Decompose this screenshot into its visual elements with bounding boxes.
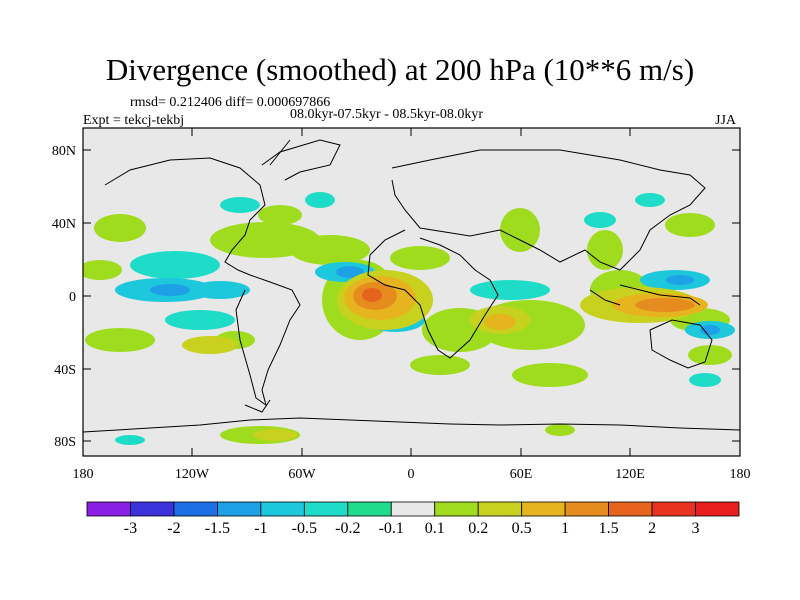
lon-tick-label: 180 bbox=[73, 467, 94, 482]
colorbar-label: -1 bbox=[254, 520, 268, 537]
lat-tick-label: 80S bbox=[54, 435, 76, 450]
colorbar-swatch bbox=[608, 501, 653, 517]
colorbar-label: 0.1 bbox=[424, 520, 445, 537]
coastlines bbox=[83, 139, 740, 433]
colorbar-swatch bbox=[477, 501, 523, 517]
colorbar-label: 0.5 bbox=[511, 520, 532, 537]
colorbar-label: -2 bbox=[167, 520, 181, 537]
colorbar-swatch bbox=[216, 501, 262, 517]
colorbar-label: 3 bbox=[691, 520, 700, 537]
colorbar-swatch bbox=[303, 501, 349, 517]
lon-tick-label: 60E bbox=[510, 467, 533, 482]
lat-tick-label: 80N bbox=[52, 144, 76, 159]
colorbar-swatch bbox=[86, 501, 131, 517]
colorbar-swatch bbox=[651, 501, 696, 517]
contour-fields bbox=[83, 192, 735, 445]
colorbar-label: -3 bbox=[123, 520, 138, 537]
colorbar-swatch bbox=[260, 501, 305, 517]
map-title: Divergence (smoothed) at 200 hPa (10**6 … bbox=[105, 52, 695, 87]
lat-tick-label: 40N bbox=[52, 217, 76, 232]
season-label: JJA bbox=[715, 113, 737, 128]
colorbar-swatch bbox=[130, 501, 175, 517]
lon-tick-label: 120E bbox=[615, 467, 645, 482]
colorbar-swatch bbox=[521, 501, 566, 517]
colorbar-swatch bbox=[347, 501, 392, 517]
colorbar-label: -0.5 bbox=[291, 520, 317, 537]
lon-tick-label: 180 bbox=[730, 467, 751, 482]
colorbar-label: 1.5 bbox=[598, 520, 619, 537]
colorbar-label: -0.1 bbox=[378, 520, 404, 537]
lat-tick-label: 40S bbox=[54, 363, 76, 378]
colorbar bbox=[86, 501, 740, 517]
colorbar-swatch bbox=[695, 501, 740, 517]
colorbar-swatch bbox=[434, 501, 479, 517]
lon-tick-label: 120W bbox=[175, 467, 210, 482]
colorbar-label: -1.5 bbox=[204, 520, 231, 537]
colorbar-label: 0.2 bbox=[468, 520, 489, 537]
colorbar-swatch bbox=[564, 501, 610, 517]
colorbar-swatch bbox=[173, 501, 218, 517]
colorbar-label: 1 bbox=[561, 520, 570, 537]
colorbar-label: -0.2 bbox=[335, 520, 361, 537]
experiment-label: Expt = tekcj-tekbj bbox=[83, 113, 185, 128]
lon-tick-label: 0 bbox=[408, 467, 415, 482]
lat-tick-label: 0 bbox=[69, 290, 76, 305]
stats-text: rmsd= 0.212406 diff= 0.000697866 bbox=[130, 95, 331, 110]
colorbar-label: 2 bbox=[648, 520, 657, 537]
axis-ticks bbox=[82, 128, 741, 456]
periods-text: 08.0kyr-07.5kyr - 08.5kyr-08.0kyr bbox=[290, 107, 484, 122]
colorbar-swatch bbox=[390, 501, 436, 517]
lon-tick-label: 60W bbox=[288, 467, 316, 482]
